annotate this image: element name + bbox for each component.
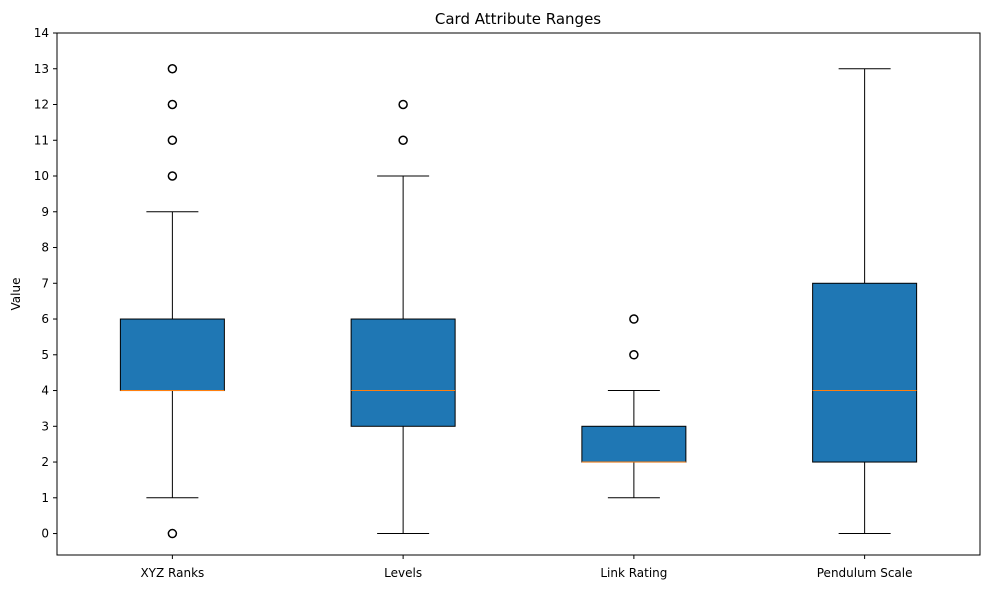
y-tick-label: 14 [34,26,49,40]
x-tick-label-pendulum-scale: Pendulum Scale [817,566,913,580]
y-tick-label: 5 [41,348,49,362]
link-rating-outlier [629,314,639,324]
y-tick-label: 7 [41,276,49,290]
link-rating-outlier [629,350,639,360]
y-tick-label: 13 [34,62,49,76]
y-tick-label: 12 [34,98,49,112]
y-tick-label: 8 [41,241,49,255]
chart-title: Card Attribute Ranges [435,10,601,28]
y-tick-label: 1 [41,491,49,505]
xyz-ranks-outlier [167,171,178,181]
levels-box [350,318,456,427]
link-rating-box [581,425,687,463]
x-tick-label-xyz-ranks: XYZ Ranks [140,566,204,580]
y-tick-label: 11 [34,133,49,147]
plot-frame [56,32,981,556]
y-tick-label: 0 [41,527,49,541]
y-tick-label: 6 [41,312,49,326]
levels-outlier [398,135,408,146]
y-tick-label: 9 [41,205,49,219]
xyz-ranks-box [119,318,225,392]
y-tick-label: 2 [41,455,49,469]
x-tick-label-levels: Levels [384,566,422,580]
levels-outlier [398,99,408,110]
xyz-ranks-outlier [167,64,178,74]
xyz-ranks-outlier [167,99,178,110]
y-tick-label: 3 [41,419,49,433]
y-tick-label: 4 [41,384,49,398]
x-tick-label-link-rating: Link Rating [600,566,667,580]
pendulum-scale-box [812,282,918,463]
y-tick-label: 10 [34,169,49,183]
y-axis-label: Value [9,278,23,311]
xyz-ranks-outlier [167,528,178,539]
xyz-ranks-outlier [167,135,178,146]
